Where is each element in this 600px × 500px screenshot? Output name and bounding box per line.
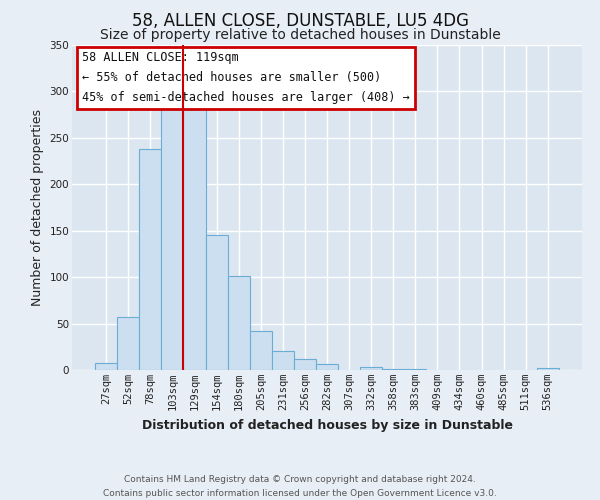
X-axis label: Distribution of detached houses by size in Dunstable: Distribution of detached houses by size …	[142, 418, 512, 432]
Bar	[360, 367, 382, 370]
Bar	[95, 362, 117, 370]
Bar	[404, 369, 427, 370]
Bar	[316, 364, 338, 370]
Bar	[227, 276, 250, 370]
Bar	[139, 149, 161, 370]
Text: 58, ALLEN CLOSE, DUNSTABLE, LU5 4DG: 58, ALLEN CLOSE, DUNSTABLE, LU5 4DG	[131, 12, 469, 30]
Bar	[184, 100, 206, 370]
Bar	[272, 350, 294, 370]
Bar	[206, 236, 227, 370]
Bar	[537, 368, 559, 370]
Text: Size of property relative to detached houses in Dunstable: Size of property relative to detached ho…	[100, 28, 500, 42]
Bar	[161, 100, 184, 370]
Text: Contains HM Land Registry data © Crown copyright and database right 2024.
Contai: Contains HM Land Registry data © Crown c…	[103, 476, 497, 498]
Bar	[382, 369, 404, 370]
Y-axis label: Number of detached properties: Number of detached properties	[31, 109, 44, 306]
Bar	[250, 331, 272, 370]
Bar	[117, 317, 139, 370]
Text: 58 ALLEN CLOSE: 119sqm
← 55% of detached houses are smaller (500)
45% of semi-de: 58 ALLEN CLOSE: 119sqm ← 55% of detached…	[82, 52, 410, 104]
Bar	[294, 359, 316, 370]
